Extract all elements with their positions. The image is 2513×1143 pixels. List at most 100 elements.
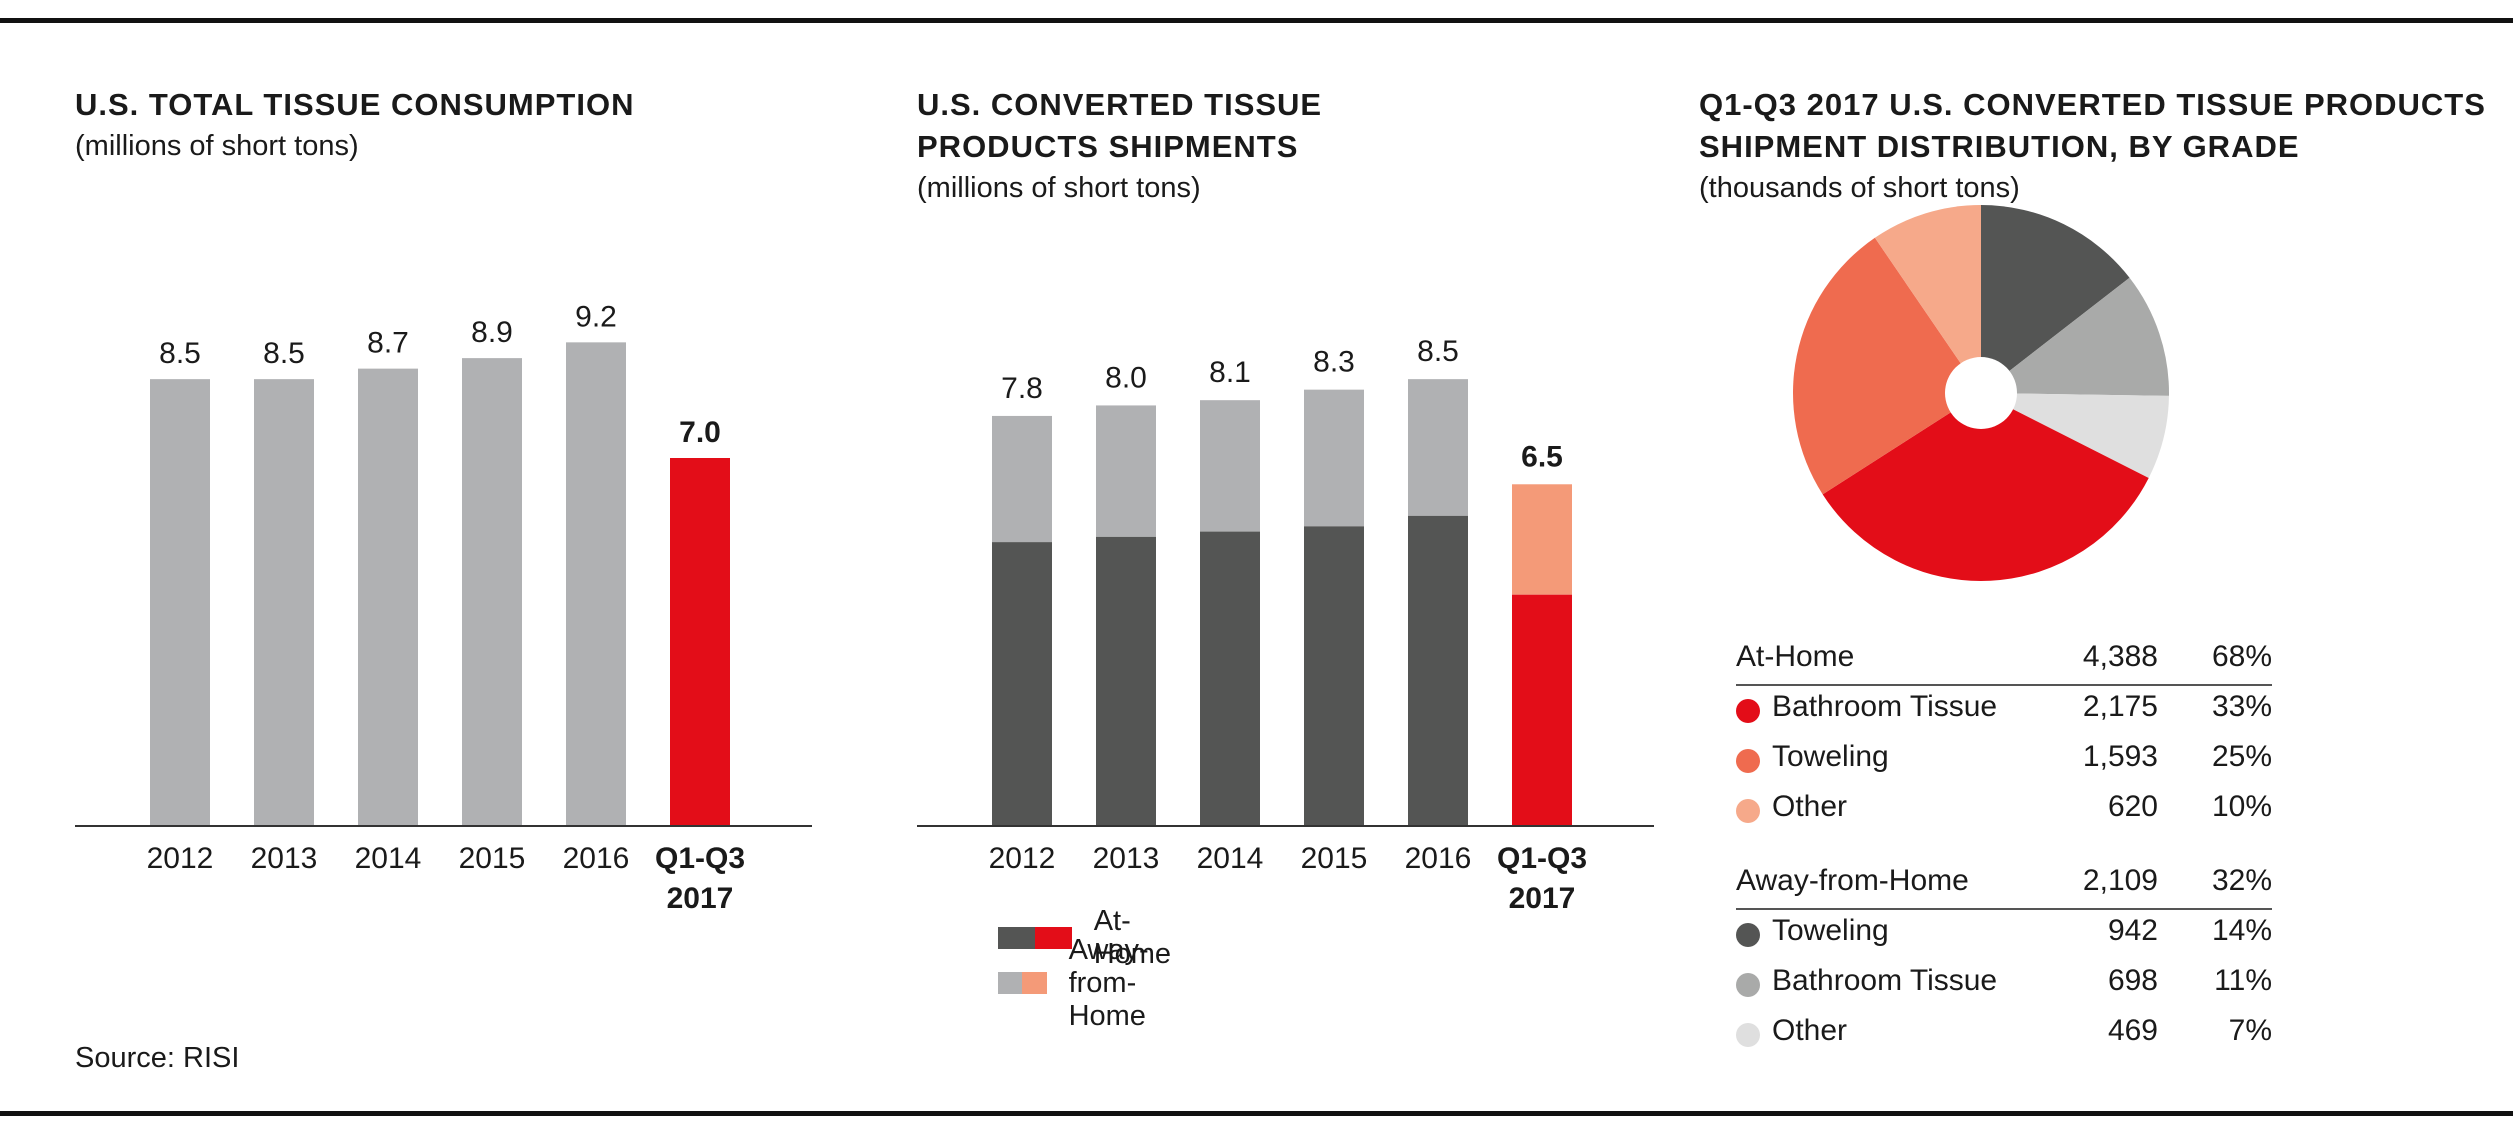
table-row-pct: 33%: [2211, 690, 2272, 723]
consumption-bar: [254, 379, 314, 826]
pie-slice: [1793, 237, 1981, 495]
table-value-away: 2,109: [2082, 864, 2158, 897]
consumption-bar: [150, 379, 210, 826]
away-from-home-bar-segment: [1408, 379, 1468, 516]
at-home-bar-segment: [1512, 594, 1572, 826]
consumption-subtitle: (millions of short tons): [75, 130, 359, 162]
pie-slice: [1874, 205, 1981, 393]
toweling-away-dot: [1736, 923, 1760, 947]
bar-total-label: 8.1: [1209, 356, 1251, 389]
table-row: Toweling 1,593 25%: [1736, 734, 2272, 784]
pie-slice: [1981, 205, 2130, 393]
table-label-at-home: At-Home: [1736, 640, 1855, 673]
consumption-bar: [358, 368, 418, 826]
away-from-home-bar-segment: [1096, 405, 1156, 537]
at-home-bar-segment: [1200, 531, 1260, 826]
consumption-title: U.S. TOTAL TISSUE CONSUMPTION: [75, 84, 634, 126]
table-row-value: 2,175: [2082, 690, 2158, 723]
shipments-title: U.S. CONVERTED TISSUE PRODUCTS SHIPMENTS: [917, 84, 1322, 168]
consumption-title-text: U.S. TOTAL TISSUE CONSUMPTION: [75, 87, 635, 122]
table-value-at-home: 4,388: [2082, 640, 2158, 673]
table-row-pct: 7%: [2228, 1014, 2272, 1047]
consumption-bar: [670, 458, 730, 826]
table-row-pct: 11%: [2214, 964, 2272, 997]
distribution-title: Q1-Q3 2017 U.S. CONVERTED TISSUE PRODUCT…: [1699, 84, 2486, 168]
x-tick-label: 2016: [563, 842, 630, 875]
pie-slice: [1981, 393, 2169, 478]
distribution-donut-chart: [1793, 205, 2169, 581]
toweling-at-home-dot: [1736, 749, 1760, 773]
legend-swatch-at-home: [998, 927, 1072, 949]
x-tick-label: 2014: [1197, 842, 1264, 875]
bathroom-tissue-away-dot: [1736, 973, 1760, 997]
bar-value-label: 9.2: [575, 300, 617, 333]
consumption-bar: [462, 358, 522, 826]
x-tick-label: 2015: [459, 842, 526, 875]
x-tick-label: Q1-Q3 2017: [655, 842, 745, 915]
consumption-bar: [566, 342, 626, 826]
table-row: Other 620 10%: [1736, 784, 2272, 834]
table-row-pct: 10%: [2211, 790, 2272, 823]
away-from-home-bar-segment: [1304, 389, 1364, 527]
legend-item-at-home: At-Home: [998, 905, 1187, 970]
bar-value-label: 7.0: [679, 416, 721, 449]
away-from-home-bar-segment: [992, 415, 1052, 543]
bar-total-label: 8.5: [1417, 335, 1459, 368]
table-pct-away: 32%: [2211, 864, 2272, 897]
x-tick-label: 2012: [147, 842, 214, 875]
bar-total-label: 7.8: [1001, 372, 1043, 405]
shipments-stacked-bar-chart: 7.8 8.0 8.1 8.3 8.5 6.5 2012 2013 2014 2015 2016 Q1…: [917, 335, 1654, 915]
at-home-bar-segment: [1304, 526, 1364, 826]
at-home-bar-segment: [1408, 515, 1468, 826]
bar-value-label: 8.7: [367, 327, 409, 360]
table-row-value: 942: [2107, 914, 2158, 947]
bathroom-tissue-at-home-dot: [1736, 699, 1760, 723]
legend-swatch-away-from-home: [998, 972, 1047, 994]
table-row-value: 1,593: [2082, 740, 2158, 773]
table-row-pct: 14%: [2211, 914, 2272, 947]
shipments-title-line1: U.S. CONVERTED TISSUE: [917, 87, 1323, 122]
distribution-title-line1: Q1-Q3 2017 U.S. CONVERTED TISSUE PRODUCT…: [1699, 87, 2486, 122]
table-row-label: Other: [1772, 1014, 1848, 1047]
consumption-bar-chart: 8.5 8.5 8.7 8.9 9.2 7.0 2012 2013 2014 2015 2016 Q1…: [75, 300, 812, 915]
table-row-label: Toweling: [1772, 740, 1889, 773]
table-row: Other 469 7%: [1736, 1008, 2272, 1058]
table-row-at-home-total: At-Home 4,388 68%: [1736, 634, 2272, 686]
legend-item-away-from-home: Away-from-Home: [998, 934, 1190, 1032]
table-row: Toweling 942 14%: [1736, 908, 2272, 958]
pie-slice: [1822, 393, 2149, 581]
table-row-away-total: Away-from-Home 2,109 32%: [1736, 858, 2272, 910]
table-row-label: Bathroom Tissue: [1772, 690, 1998, 723]
distribution-title-line2: SHIPMENT DISTRIBUTION, BY GRADE: [1699, 129, 2300, 164]
bar-value-label: 8.9: [471, 316, 513, 349]
source-note: Source: RISI: [75, 1042, 240, 1074]
bottom-rule: [0, 1111, 2513, 1116]
pie-slice: [1981, 277, 2169, 396]
x-tick-label: 2014: [355, 842, 422, 875]
legend-label-away-from-home: Away-from-Home: [1068, 933, 1149, 1032]
table-row-pct: 25%: [2211, 740, 2272, 773]
table-row-label: Toweling: [1772, 914, 1889, 947]
at-home-bar-segment: [1096, 536, 1156, 826]
table-row: Bathroom Tissue 2,175 33%: [1736, 684, 2272, 734]
other-at-home-dot: [1736, 799, 1760, 823]
bar-total-label: 6.5: [1521, 440, 1563, 473]
table-pct-at-home: 68%: [2211, 640, 2272, 673]
away-from-home-bar-segment: [1512, 484, 1572, 595]
donut-hole: [1945, 357, 2017, 429]
x-tick-label: 2016: [1405, 842, 1472, 875]
x-tick-label: 2012: [989, 842, 1056, 875]
other-away-dot: [1736, 1023, 1760, 1047]
table-row-value: 469: [2107, 1014, 2158, 1047]
table-row-value: 698: [2107, 964, 2158, 997]
bar-total-label: 8.3: [1313, 346, 1355, 379]
x-tick-label: Q1-Q3 2017: [1497, 842, 1587, 915]
distribution-subtitle: (thousands of short tons): [1699, 172, 2020, 204]
x-tick-label: 2015: [1301, 842, 1368, 875]
legend-label-at-home: At-Home: [1093, 905, 1172, 970]
x-tick-label: 2013: [1093, 842, 1160, 875]
bar-value-label: 8.5: [263, 337, 305, 370]
bar-value-label: 8.5: [159, 337, 201, 370]
table-row-value: 620: [2107, 790, 2158, 823]
table-label-away: Away-from-Home: [1736, 864, 1969, 897]
